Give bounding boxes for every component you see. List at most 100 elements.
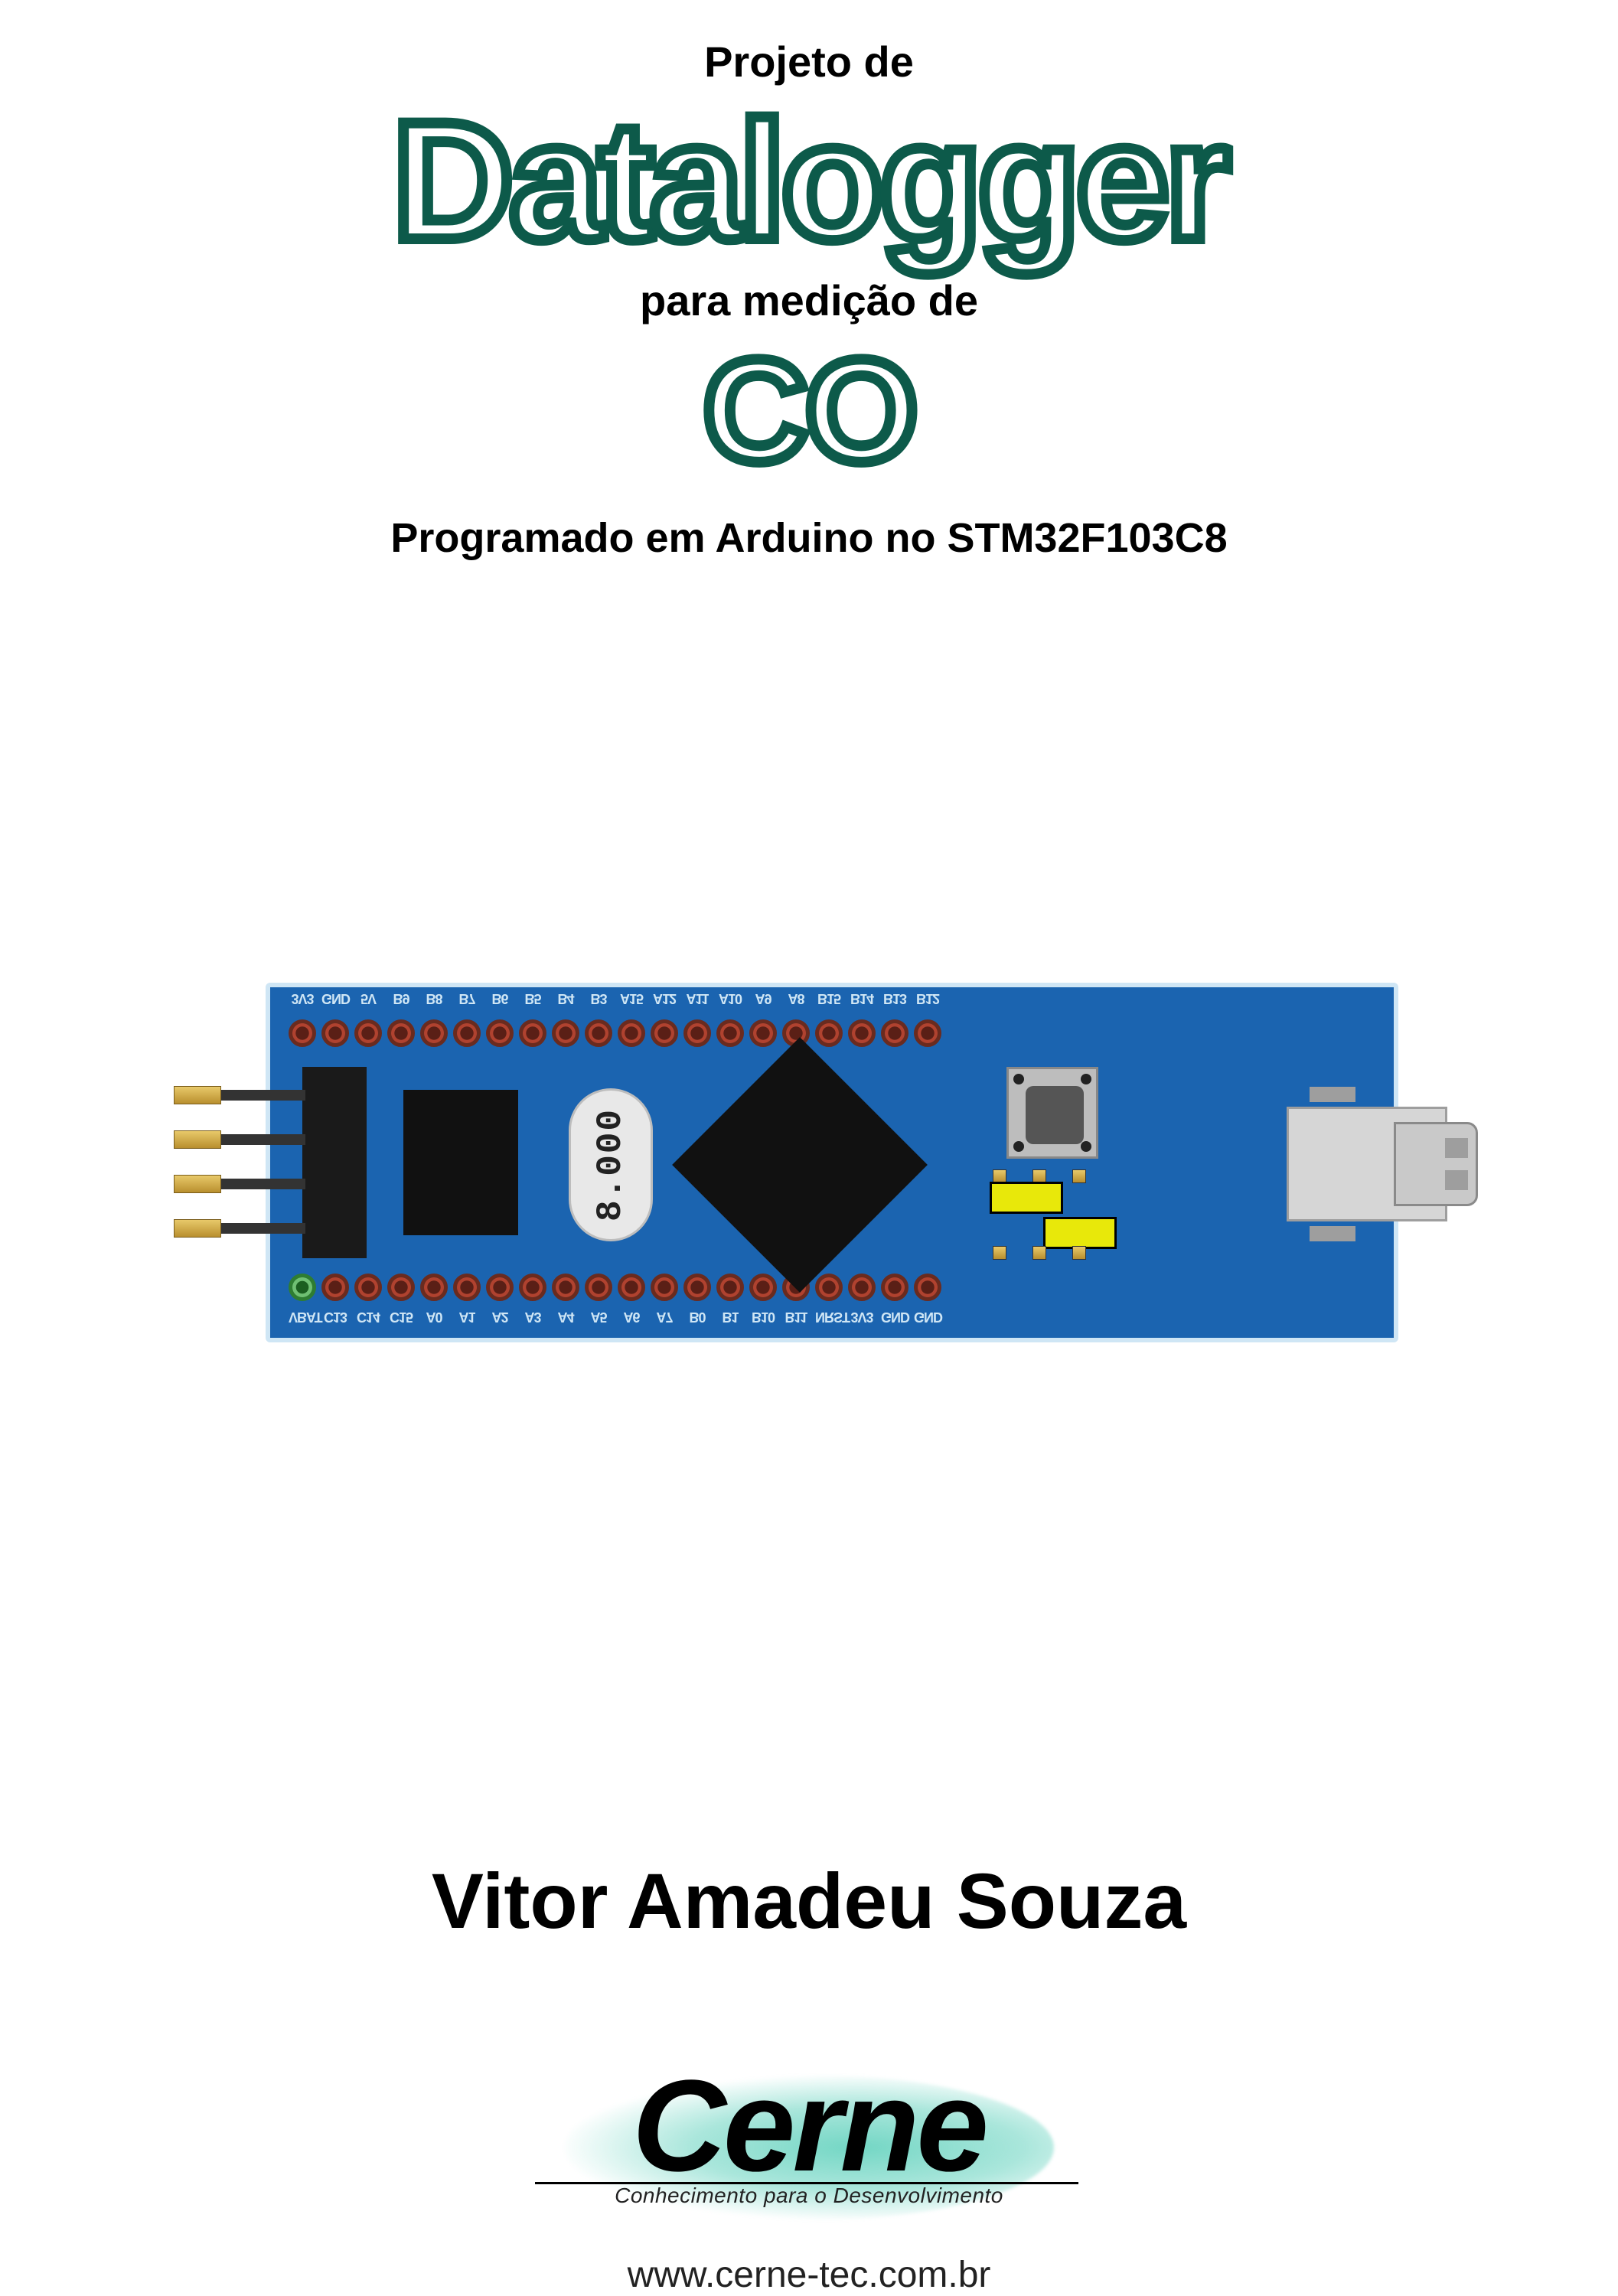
pin-hole: [387, 1019, 415, 1047]
pin-hole: [749, 1019, 777, 1047]
pin-hole: [453, 1019, 481, 1047]
pin-label: B11: [782, 1309, 810, 1325]
pin-hole: [914, 1019, 941, 1047]
pin-hole: [618, 1274, 645, 1301]
pin-hole: [815, 1019, 843, 1047]
pin-hole: [716, 1019, 744, 1047]
pin-label: A11: [683, 990, 711, 1006]
pin-label: C14: [354, 1309, 382, 1325]
pin-hole: [321, 1274, 349, 1301]
pin-label: A7: [651, 1309, 678, 1325]
pin-label: 3V3: [289, 990, 316, 1006]
title-line2: para medição de: [0, 276, 1618, 325]
pin-label: A9: [749, 990, 777, 1006]
pin-label: A12: [651, 990, 678, 1006]
pin-hole: [881, 1274, 908, 1301]
micro-usb-port: [1287, 1091, 1478, 1237]
pin-label: VBAT: [289, 1309, 316, 1325]
pin-label: B8: [420, 990, 448, 1006]
pin-hole: [815, 1274, 843, 1301]
header-pin: [174, 1086, 221, 1104]
pin-label: B13: [881, 990, 908, 1006]
pin-hole: [486, 1274, 514, 1301]
pin-hole: [321, 1019, 349, 1047]
pin-label: B3: [585, 990, 612, 1006]
pin-label: B1: [716, 1309, 744, 1325]
pin-label: A2: [486, 1309, 514, 1325]
pin-hole: [848, 1274, 876, 1301]
header-pin-bar: [221, 1090, 305, 1101]
pin-hole: [519, 1019, 546, 1047]
publisher-logo: Cerne Conhecimento para o Desenvolviment…: [495, 2061, 1123, 2296]
title-word-datalogger: Datalogger: [392, 93, 1225, 269]
pin-label: B15: [815, 990, 843, 1006]
pin-label: B7: [453, 990, 481, 1006]
header-pin: [174, 1130, 221, 1149]
pin-label: A1: [453, 1309, 481, 1325]
pin-label: B9: [387, 990, 415, 1006]
pin-hole: [914, 1274, 941, 1301]
pin-hole: [716, 1274, 744, 1301]
pin-hole: [585, 1019, 612, 1047]
title-subtitle: Programado em Arduino no STM32F103C8: [0, 514, 1618, 562]
swd-header-pins: [174, 1088, 373, 1241]
pin-hole: [618, 1019, 645, 1047]
logo-url: www.cerne-tec.com.br: [495, 2254, 1123, 2296]
pin-hole: [683, 1274, 711, 1301]
pin-hole: [387, 1274, 415, 1301]
reset-button: [1006, 1067, 1098, 1159]
pin-label: A0: [420, 1309, 448, 1325]
stm32-board-illustration: 3V3GND5VB9B8B7B6B5B4B3A15A12A11A10A9A8B1…: [174, 960, 1444, 1352]
pin-hole: [585, 1274, 612, 1301]
pin-hole: [486, 1019, 514, 1047]
pin-label: GND: [321, 990, 349, 1006]
header-pin-bar: [221, 1223, 305, 1234]
logo-brand: Cerne: [495, 2061, 1123, 2191]
pin-label: NRST: [815, 1309, 843, 1325]
book-cover: Projeto de Datalogger para medição de CO…: [0, 0, 1618, 2296]
crystal-oscillator: 8.000: [569, 1088, 653, 1241]
pin-label: B5: [519, 990, 546, 1006]
pin-label: GND: [914, 1309, 941, 1325]
pin-hole: [683, 1019, 711, 1047]
pin-labels-bottom: VBATC13C14C15A0A1A2A3A4A5A6A7B0B1B10B11N…: [289, 1309, 941, 1325]
pin-label: A3: [519, 1309, 546, 1325]
pin-hole: [552, 1019, 579, 1047]
pin-label: B6: [486, 990, 514, 1006]
pin-hole: [420, 1274, 448, 1301]
pin-label: 3V3: [848, 1309, 876, 1325]
header-pin-bar: [221, 1134, 305, 1145]
pin-hole: [848, 1019, 876, 1047]
header-pin-bar: [221, 1179, 305, 1189]
header-pin: [174, 1175, 221, 1193]
pin-hole: [881, 1019, 908, 1047]
regulator-ic: [403, 1090, 518, 1235]
pin-hole: [552, 1274, 579, 1301]
pin-label: B4: [552, 990, 579, 1006]
pin-holes-top: [289, 1019, 941, 1047]
pin-label: B14: [848, 990, 876, 1006]
pin-hole: [289, 1019, 316, 1047]
pin-holes-bottom: [289, 1274, 941, 1301]
pin-label: B10: [749, 1309, 777, 1325]
pin-hole: [289, 1274, 316, 1301]
pin-label: A5: [585, 1309, 612, 1325]
pin-label: C15: [387, 1309, 415, 1325]
pin-label: A4: [552, 1309, 579, 1325]
pin-label: GND: [881, 1309, 908, 1325]
pin-hole: [651, 1019, 678, 1047]
pin-label: A6: [618, 1309, 645, 1325]
jumper-yellow: [990, 1182, 1063, 1214]
pin-label: 5V: [354, 990, 382, 1006]
pin-label: A10: [716, 990, 744, 1006]
pin-hole: [354, 1019, 382, 1047]
logo-tagline: Conhecimento para o Desenvolvimento: [495, 2183, 1123, 2208]
title-word-co: CO: [703, 331, 915, 491]
pin-label: B0: [683, 1309, 711, 1325]
crystal-label: 8.000: [591, 1108, 631, 1221]
author-name: Vitor Amadeu Souza: [432, 1857, 1186, 1946]
pin-label: A15: [618, 990, 645, 1006]
header-pin: [174, 1219, 221, 1238]
jumper-yellow: [1043, 1217, 1117, 1249]
pin-hole: [519, 1274, 546, 1301]
